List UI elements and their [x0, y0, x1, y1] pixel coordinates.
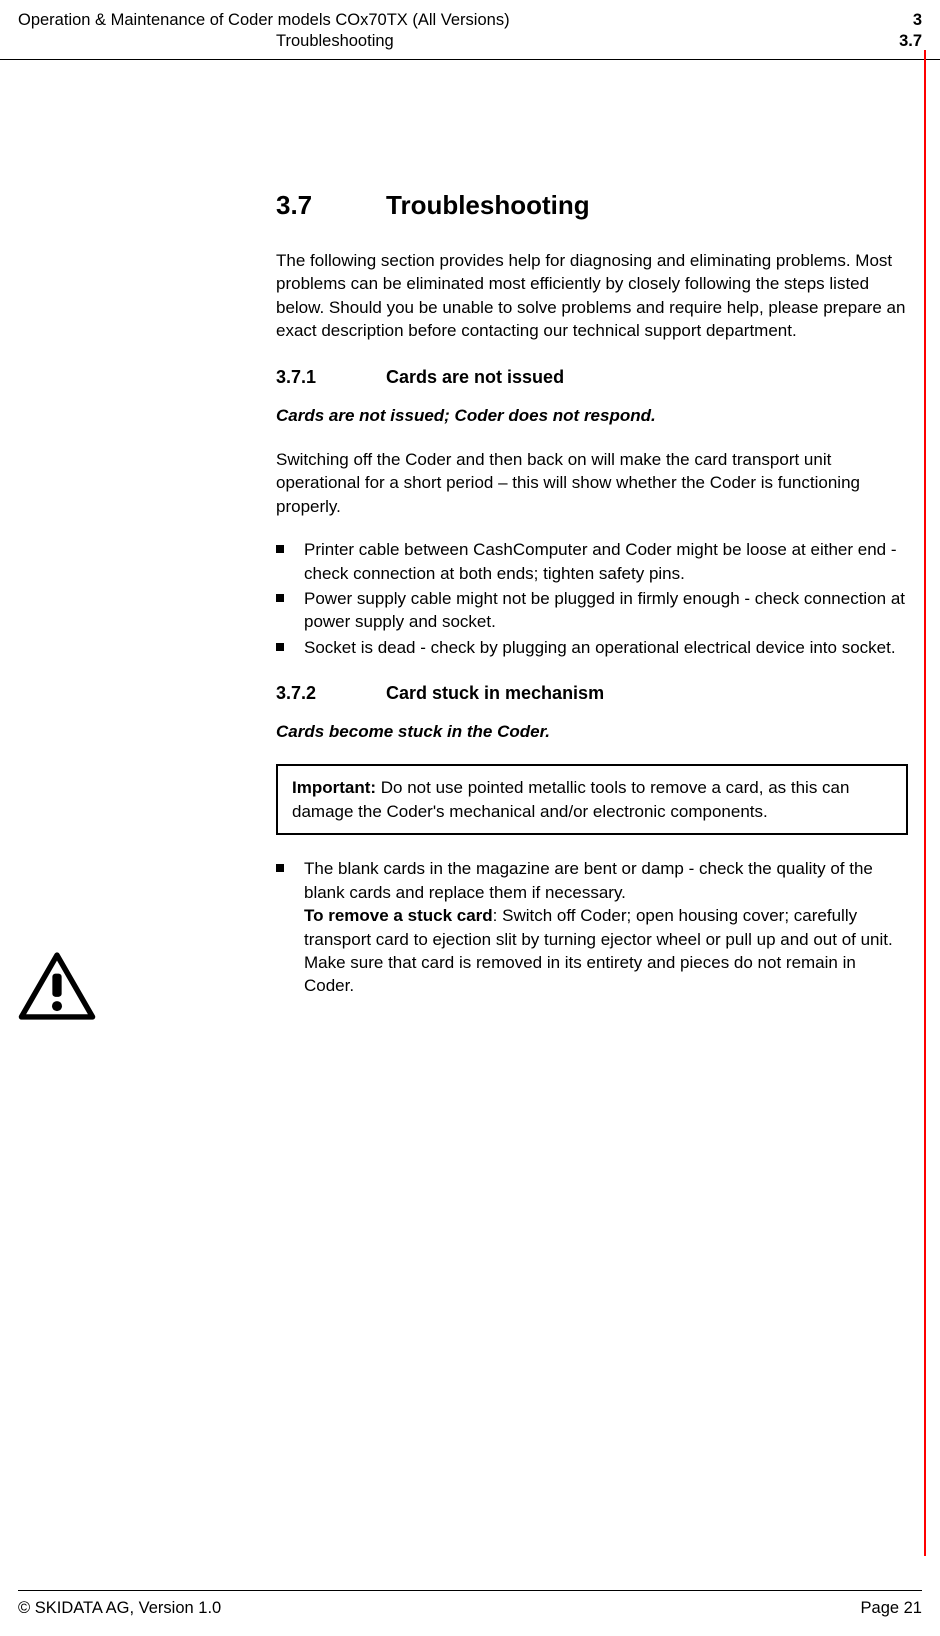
bullet-list-2: The blank cards in the magazine are bent…: [276, 857, 908, 998]
section-number-header: 3.7: [899, 31, 922, 52]
important-text: Do not use pointed metallic tools to rem…: [292, 778, 849, 820]
subsection-2-title-text: Card stuck in mechanism: [386, 683, 604, 703]
content-area: 3.7Troubleshooting The following section…: [0, 60, 940, 998]
bullet-intro: The blank cards in the magazine are bent…: [304, 859, 873, 901]
bullet-list-1: Printer cable between CashComputer and C…: [276, 538, 908, 659]
section-number: 3.7: [276, 190, 386, 221]
problem-statement-2: Cards become stuck in the Coder.: [276, 722, 908, 742]
subsection-2-title: 3.7.2Card stuck in mechanism: [276, 683, 908, 704]
page-footer: © SKIDATA AG, Version 1.0 Page 21: [18, 1590, 922, 1618]
section-name: Troubleshooting: [18, 31, 394, 52]
important-label: Important:: [292, 778, 376, 797]
subsection-2-number: 3.7.2: [276, 683, 386, 704]
bullet-bold-lead: To remove a stuck card: [304, 906, 493, 925]
list-item: The blank cards in the magazine are bent…: [276, 857, 908, 998]
header-row-1: Operation & Maintenance of Coder models …: [18, 10, 922, 31]
warning-icon-wrap: [18, 952, 96, 1025]
list-item: Socket is dead - check by plugging an op…: [276, 636, 908, 659]
page-number: Page 21: [861, 1599, 922, 1618]
list-item: Power supply cable might not be plugged …: [276, 587, 908, 634]
intro-paragraph: The following section provides help for …: [276, 249, 908, 343]
warning-icon: [18, 952, 96, 1020]
section-title-text: Troubleshooting: [386, 190, 590, 220]
subsection-1-body: Switching off the Coder and then back on…: [276, 448, 908, 518]
problem-statement-1: Cards are not issued; Coder does not res…: [276, 406, 908, 426]
section-title: 3.7Troubleshooting: [276, 190, 908, 221]
list-item: Printer cable between CashComputer and C…: [276, 538, 908, 585]
page-header: Operation & Maintenance of Coder models …: [0, 0, 940, 60]
main-column: 3.7Troubleshooting The following section…: [276, 190, 908, 998]
subsection-1-title-text: Cards are not issued: [386, 367, 564, 387]
chapter-number: 3: [913, 10, 922, 31]
doc-title: Operation & Maintenance of Coder models …: [18, 10, 510, 31]
copyright: © SKIDATA AG, Version 1.0: [18, 1599, 221, 1618]
important-box: Important: Do not use pointed metallic t…: [276, 764, 908, 835]
subsection-1-title: 3.7.1Cards are not issued: [276, 367, 908, 388]
header-row-2: Troubleshooting 3.7: [18, 31, 922, 52]
subsection-1-number: 3.7.1: [276, 367, 386, 388]
